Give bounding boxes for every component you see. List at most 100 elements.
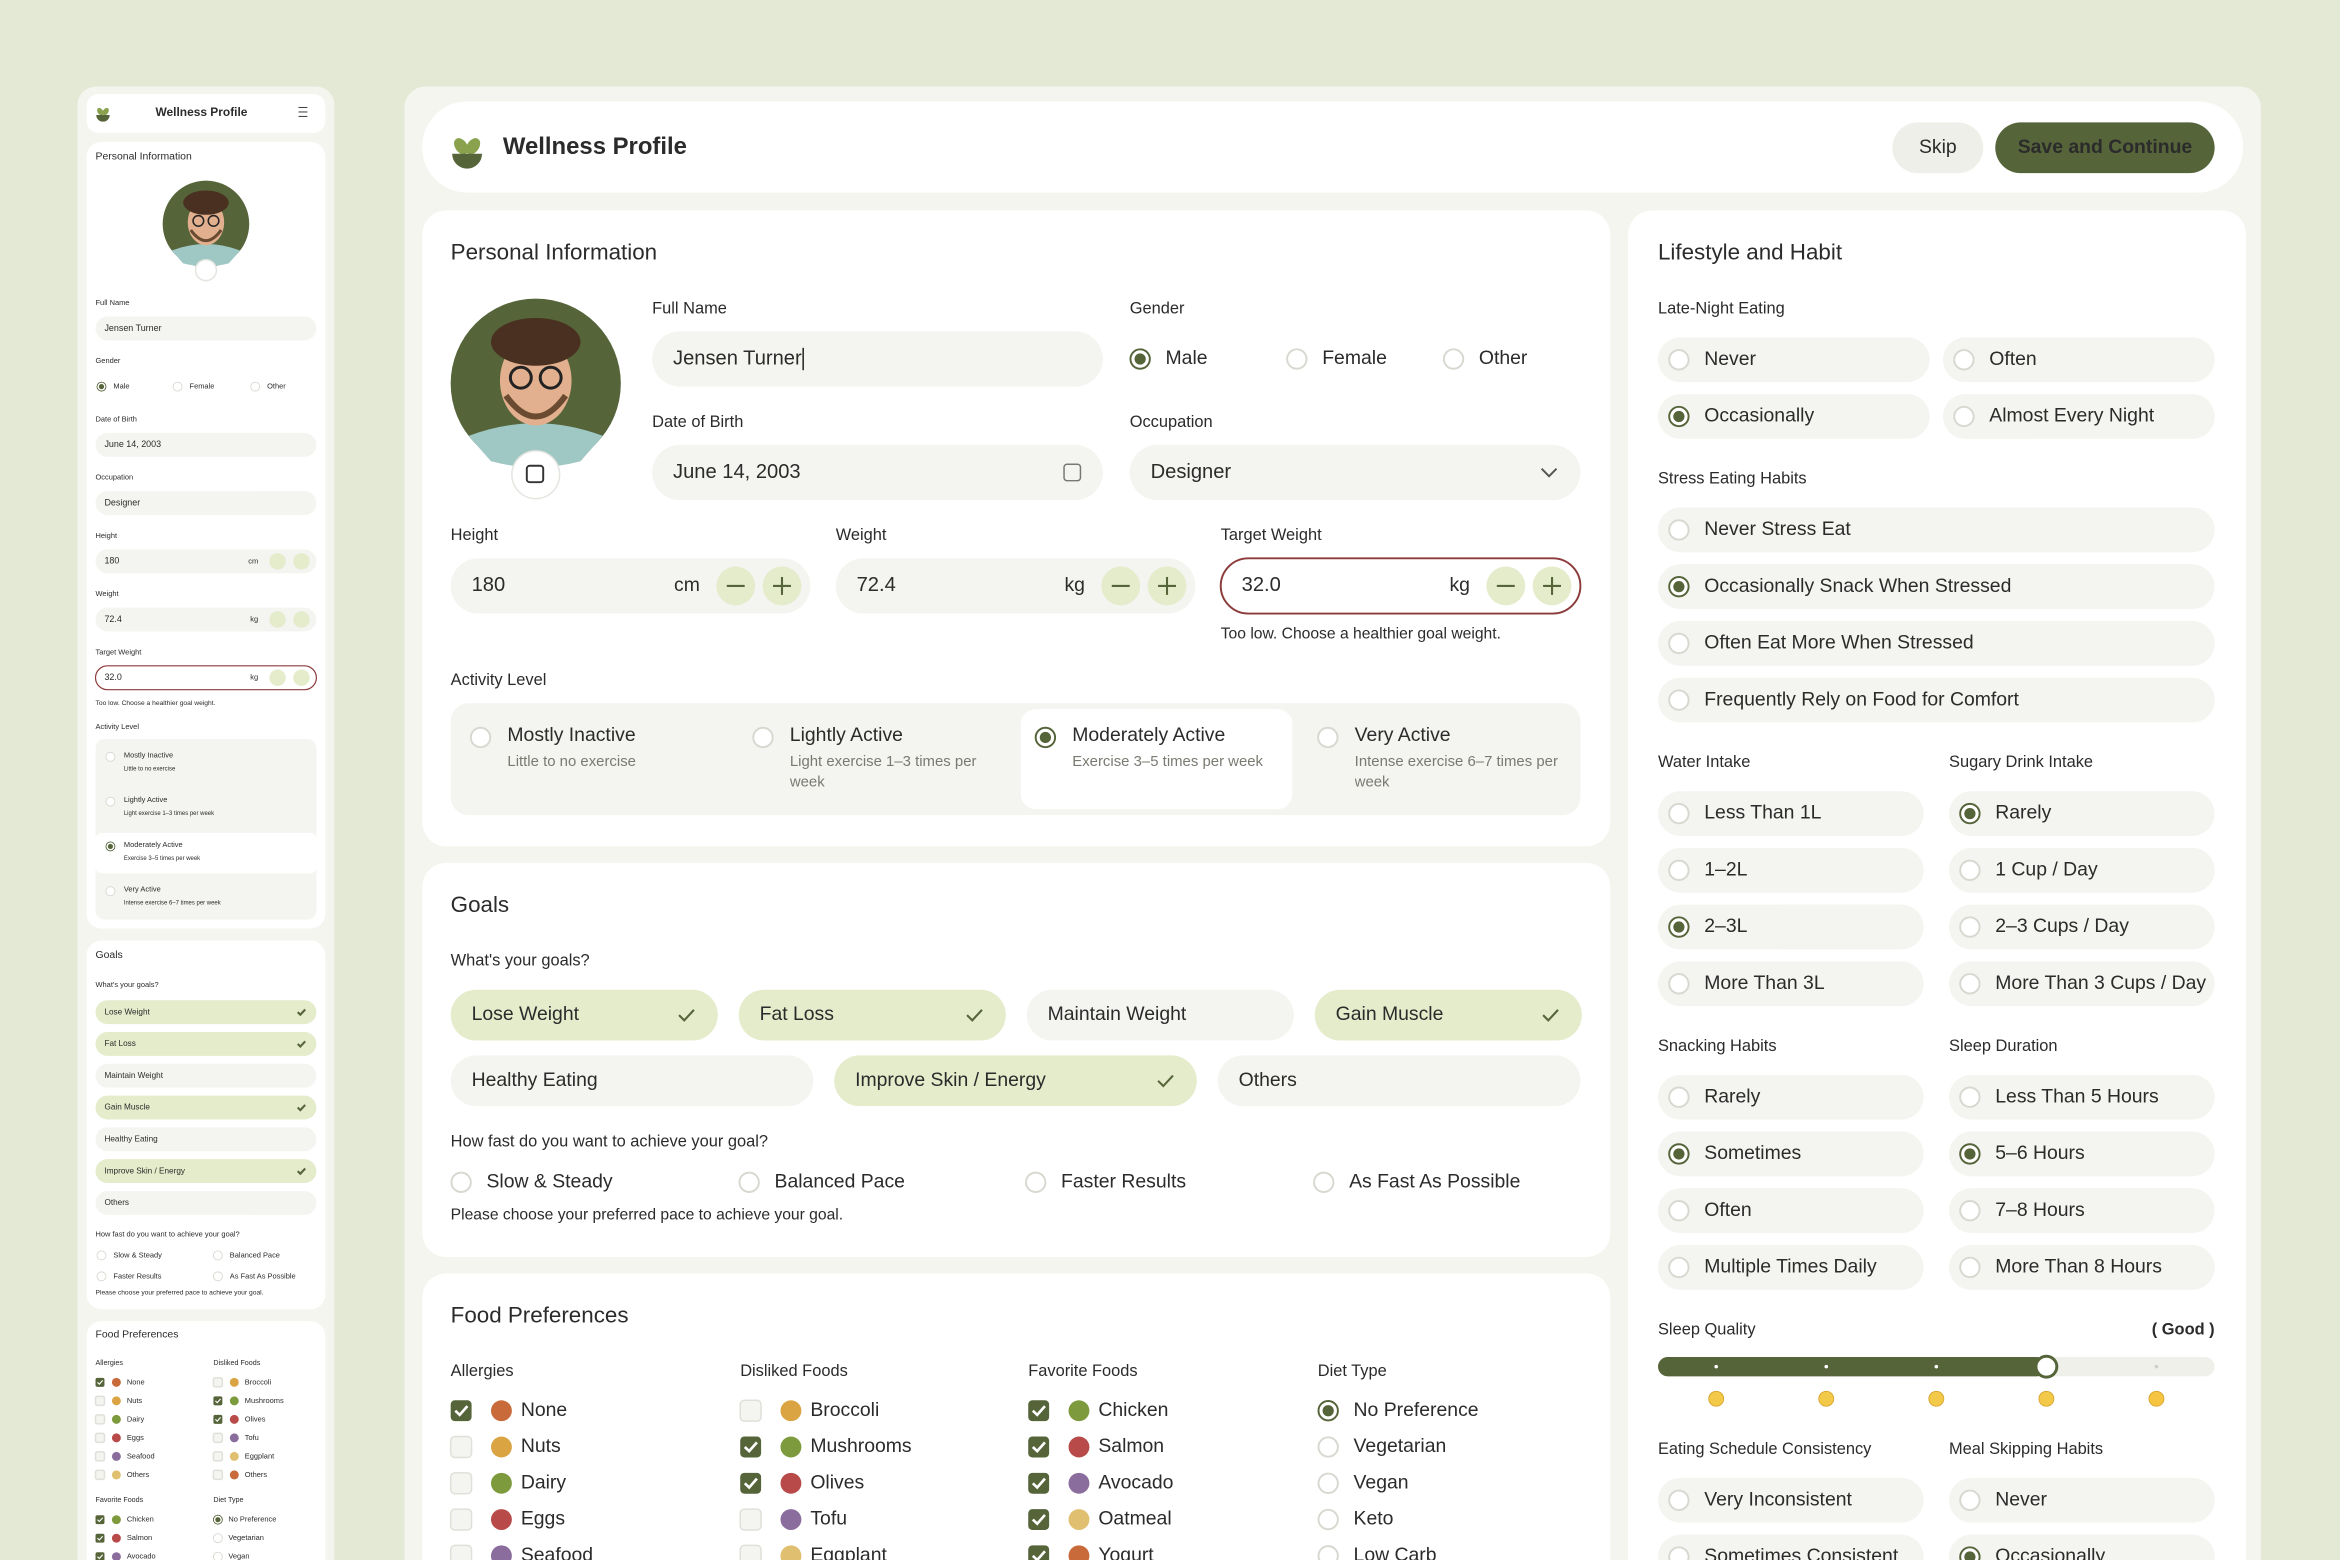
radio[interactable] bbox=[1959, 1086, 1981, 1108]
option-pill[interactable] bbox=[1657, 677, 2215, 723]
number-input[interactable] bbox=[450, 558, 811, 614]
checkbox[interactable] bbox=[1028, 1472, 1050, 1494]
checkbox[interactable] bbox=[1028, 1400, 1050, 1422]
save-button[interactable] bbox=[1995, 122, 2215, 174]
option-pill[interactable] bbox=[1949, 1188, 2215, 1234]
checkbox[interactable] bbox=[740, 1436, 762, 1458]
radio[interactable] bbox=[1668, 1256, 1690, 1279]
checkbox[interactable] bbox=[95, 1515, 105, 1525]
checkbox[interactable] bbox=[213, 1396, 223, 1406]
radio[interactable] bbox=[1668, 519, 1690, 541]
option-pill[interactable] bbox=[1657, 337, 1930, 383]
option-pill[interactable] bbox=[1943, 394, 2215, 439]
checkbox[interactable] bbox=[739, 1544, 762, 1560]
radio[interactable] bbox=[1953, 405, 1975, 428]
option-pill[interactable] bbox=[1657, 1245, 1924, 1290]
option-pill[interactable] bbox=[1657, 791, 1924, 836]
radio[interactable] bbox=[1025, 1171, 1047, 1193]
option-pill[interactable] bbox=[1657, 1074, 1924, 1120]
checkbox[interactable] bbox=[449, 1508, 473, 1531]
radio[interactable] bbox=[1442, 348, 1465, 370]
checkbox[interactable] bbox=[95, 1552, 105, 1560]
radio[interactable] bbox=[1959, 1489, 1981, 1511]
option-pill[interactable] bbox=[1949, 1534, 2215, 1560]
checkbox[interactable] bbox=[212, 1377, 224, 1388]
radio[interactable] bbox=[1668, 689, 1690, 711]
radio[interactable] bbox=[1668, 859, 1690, 881]
radio[interactable] bbox=[1317, 1472, 1339, 1494]
checkbox[interactable] bbox=[94, 1395, 106, 1407]
radio[interactable] bbox=[1959, 1200, 1981, 1222]
option-pill[interactable] bbox=[1657, 961, 1924, 1007]
option-pill[interactable] bbox=[1949, 904, 2215, 950]
option-pill[interactable] bbox=[1657, 1477, 1924, 1523]
number-input[interactable] bbox=[1219, 557, 1582, 615]
radio[interactable] bbox=[1959, 1256, 1981, 1279]
checkbox[interactable] bbox=[212, 1451, 224, 1462]
radio[interactable] bbox=[1668, 1489, 1690, 1511]
radio[interactable] bbox=[1317, 1545, 1339, 1560]
radio[interactable] bbox=[1668, 1086, 1690, 1108]
edit-avatar-button[interactable] bbox=[511, 450, 561, 500]
radio[interactable] bbox=[96, 1271, 107, 1282]
radio[interactable] bbox=[1668, 1200, 1690, 1222]
goal-chip[interactable] bbox=[450, 989, 718, 1041]
checkbox[interactable] bbox=[739, 1399, 762, 1422]
checkbox[interactable] bbox=[95, 1533, 105, 1543]
option-pill[interactable] bbox=[1658, 1534, 1924, 1560]
checkbox[interactable] bbox=[1028, 1436, 1050, 1458]
option-pill[interactable] bbox=[1949, 1477, 2215, 1523]
radio[interactable] bbox=[96, 1250, 107, 1261]
checkbox[interactable] bbox=[94, 1432, 106, 1444]
radio[interactable] bbox=[250, 381, 261, 392]
number-input[interactable] bbox=[835, 558, 1196, 614]
radio[interactable] bbox=[212, 1271, 223, 1282]
option-pill[interactable] bbox=[1949, 961, 2215, 1007]
radio[interactable] bbox=[469, 726, 492, 749]
radio[interactable] bbox=[105, 886, 116, 897]
occupation-select[interactable] bbox=[1129, 444, 1581, 501]
radio[interactable] bbox=[1317, 726, 1339, 749]
radio[interactable] bbox=[212, 1250, 223, 1261]
goal-chip[interactable] bbox=[1217, 1055, 1581, 1107]
checkbox[interactable] bbox=[212, 1469, 224, 1481]
option-pill[interactable] bbox=[1657, 507, 2215, 553]
option-pill[interactable] bbox=[1949, 847, 2215, 893]
radio[interactable] bbox=[1317, 1508, 1339, 1531]
option-pill[interactable] bbox=[1657, 1131, 1924, 1177]
option-pill[interactable] bbox=[1657, 394, 1930, 439]
slider-thumb[interactable] bbox=[2034, 1354, 2059, 1379]
checkbox[interactable] bbox=[449, 1435, 473, 1459]
name-input[interactable] bbox=[652, 331, 1103, 387]
radio[interactable] bbox=[1668, 1546, 1690, 1560]
checkbox[interactable] bbox=[739, 1508, 762, 1531]
radio[interactable] bbox=[1668, 632, 1690, 655]
radio[interactable] bbox=[1313, 1171, 1335, 1193]
radio[interactable] bbox=[1668, 802, 1690, 825]
checkbox[interactable] bbox=[213, 1414, 223, 1424]
date-input[interactable] bbox=[652, 444, 1103, 501]
goal-chip[interactable] bbox=[1026, 989, 1294, 1041]
checkbox[interactable] bbox=[449, 1544, 473, 1560]
radio[interactable] bbox=[105, 796, 116, 807]
checkbox[interactable] bbox=[740, 1472, 762, 1494]
goal-chip[interactable] bbox=[450, 1055, 814, 1107]
radio[interactable] bbox=[212, 1533, 223, 1544]
checkbox[interactable] bbox=[212, 1432, 224, 1444]
skip-button[interactable] bbox=[1892, 122, 1984, 174]
checkbox[interactable] bbox=[94, 1414, 106, 1425]
option-pill[interactable] bbox=[1949, 791, 2215, 836]
radio[interactable] bbox=[1317, 1436, 1339, 1458]
option-pill[interactable] bbox=[1657, 904, 1924, 950]
radio[interactable] bbox=[1668, 349, 1690, 371]
radio[interactable] bbox=[450, 1171, 472, 1193]
option-pill[interactable] bbox=[1657, 564, 2215, 610]
checkbox[interactable] bbox=[449, 1472, 473, 1495]
checkbox[interactable] bbox=[94, 1451, 106, 1462]
radio[interactable] bbox=[738, 1171, 760, 1193]
radio[interactable] bbox=[105, 751, 116, 762]
option-pill[interactable] bbox=[1949, 1074, 2215, 1120]
option-pill[interactable] bbox=[1657, 847, 1924, 893]
checkbox[interactable] bbox=[94, 1469, 106, 1481]
radio[interactable] bbox=[1959, 916, 1981, 938]
